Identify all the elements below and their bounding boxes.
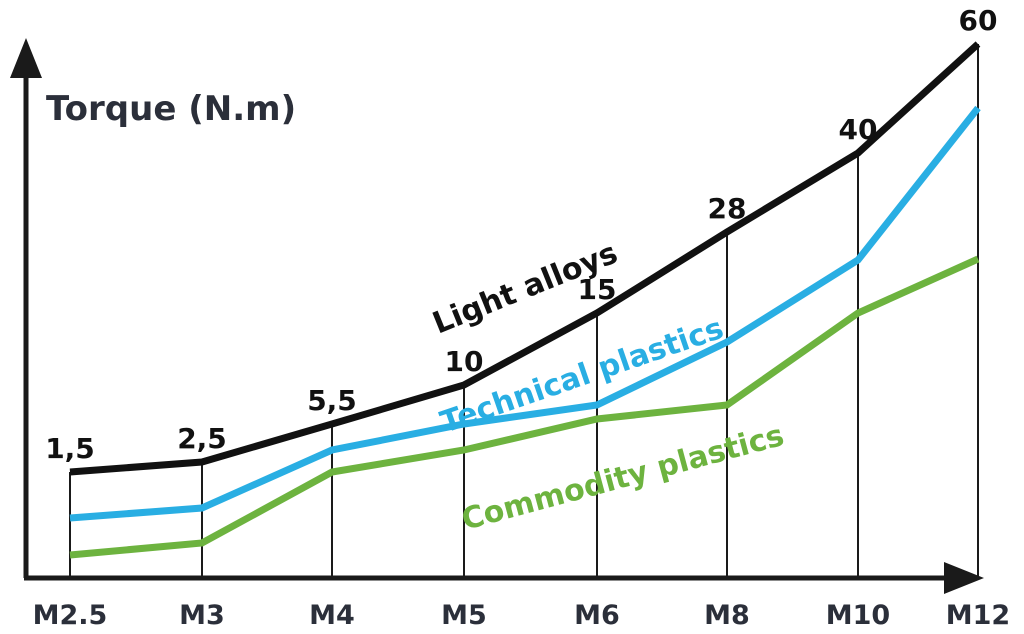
x-axis-arrow: [944, 562, 984, 594]
x-tick-m6: M6: [574, 600, 620, 631]
x-tick-m3: M3: [179, 600, 225, 631]
x-tick-m4: M4: [309, 600, 355, 631]
series-label-commodity-plastics: Commodity plastics: [458, 418, 788, 538]
x-tick-m5: M5: [441, 600, 487, 631]
data-label-m2.5: 1,5: [45, 432, 95, 465]
x-tick-m10: M10: [826, 600, 890, 631]
data-label-m8: 28: [708, 192, 747, 225]
data-label-m10: 40: [839, 113, 878, 146]
data-label-m5: 10: [445, 345, 484, 378]
series-line-light-alloys: [69, 41, 981, 476]
x-tick-m2.5: M2.5: [33, 600, 108, 631]
x-tick-m8: M8: [704, 600, 750, 631]
x-tick-m12: M12: [946, 600, 1010, 631]
data-labels: 1,5 2,5 5,5 10 15 28 40 60: [45, 4, 997, 465]
series-line-commodity-plastics: [69, 255, 980, 559]
data-label-m6: 15: [578, 273, 617, 306]
data-label-m3: 2,5: [177, 422, 227, 455]
series-layer: [69, 41, 981, 559]
series-line-technical-plastics: [69, 105, 981, 522]
y-axis-label: Torque (N.m): [46, 89, 296, 129]
data-label-m4: 5,5: [307, 384, 357, 417]
x-tick-labels: M2.5 M3 M4 M5 M6 M8 M10 M12: [33, 600, 1011, 631]
data-label-m12: 60: [959, 4, 998, 37]
y-axis-arrow: [10, 38, 42, 78]
